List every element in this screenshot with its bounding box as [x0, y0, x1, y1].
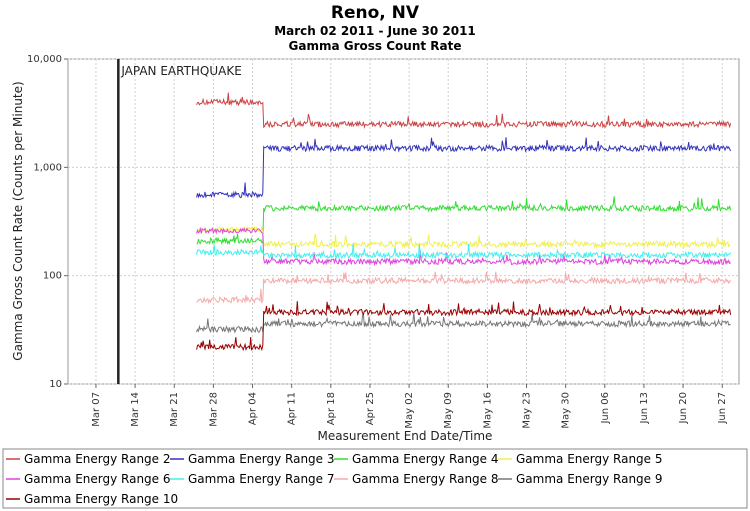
legend-label: Gamma Energy Range 2: [24, 452, 171, 466]
plot-area: [67, 58, 740, 385]
legend-label: Gamma Energy Range 10: [24, 492, 178, 506]
y-tick-label: 100: [43, 271, 62, 282]
series-line-10: [196, 301, 732, 352]
series-line-6: [196, 226, 731, 267]
x-tick-label: Jun 20: [678, 392, 689, 425]
x-tick-label: May 09: [443, 392, 454, 429]
x-tick-label: Mar 07: [91, 392, 102, 427]
legend-label: Gamma Energy Range 8: [352, 472, 499, 486]
y-tick-label: 10,000: [27, 54, 62, 65]
series-line-9: [196, 311, 731, 334]
series-line-3: [196, 137, 732, 199]
x-tick-label: Mar 28: [208, 392, 219, 427]
annotations: JAPAN EARTHQUAKE: [117, 59, 242, 384]
series-line-8: [196, 271, 732, 305]
x-tick-label: May 02: [404, 392, 415, 429]
legend: Gamma Energy Range 2 Gamma Energy Range 3…: [6, 452, 663, 506]
chart-subtitle-2: Gamma Gross Count Rate: [289, 39, 462, 53]
x-tick-label: Apr 11: [287, 392, 298, 425]
y-axis-ticks: 10 100 1,000 10,000: [27, 54, 68, 390]
x-tick-label: Jun 27: [717, 392, 728, 425]
chart-title: Reno, NV: [331, 3, 420, 23]
x-axis-label: Measurement End Date/Time: [318, 429, 493, 443]
series-line-4: [196, 196, 732, 246]
x-tick-label: Apr 25: [365, 392, 376, 425]
x-tick-label: Apr 04: [248, 392, 259, 425]
x-tick-label: Mar 21: [169, 392, 180, 427]
y-axis-label: Gamma Gross Count Rate (Counts per Minut…: [11, 81, 25, 360]
series-lines: [196, 92, 732, 352]
y-tick-label: 10: [49, 379, 62, 390]
legend-label: Gamma Energy Range 6: [24, 472, 171, 486]
x-tick-label: May 23: [522, 392, 533, 429]
x-axis-ticks: Mar 07 Mar 14 Mar 21 Mar 28 Apr 04 Apr 11 Apr …: [91, 384, 728, 429]
x-tick-label: May 16: [482, 392, 493, 429]
legend-label: Gamma Energy Range 3: [188, 452, 335, 466]
x-tick-label: May 30: [561, 392, 572, 429]
x-tick-label: Apr 18: [326, 392, 337, 425]
x-tick-label: Jun 13: [639, 392, 650, 425]
legend-label: Gamma Energy Range 4: [352, 452, 499, 466]
legend-label: Gamma Energy Range 9: [516, 472, 663, 486]
series-line-5: [196, 225, 731, 249]
legend-label: Gamma Energy Range 5: [516, 452, 663, 466]
legend-box: [2, 448, 748, 509]
earthquake-marker-label: JAPAN EARTHQUAKE: [120, 64, 242, 78]
chart-subtitle: March 02 2011 - June 30 2011: [274, 24, 476, 38]
x-tick-label: Jun 06: [600, 392, 611, 425]
series-line-2: [196, 92, 732, 130]
y-tick-label: 1,000: [33, 162, 62, 173]
legend-label: Gamma Energy Range 7: [188, 472, 335, 486]
x-tick-label: Mar 14: [130, 392, 141, 427]
series-line-7: [196, 242, 732, 260]
